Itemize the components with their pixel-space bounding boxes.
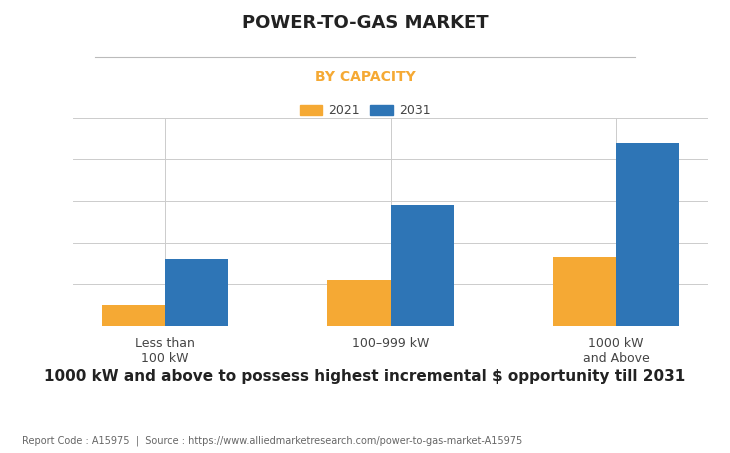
- Bar: [616, 143, 679, 326]
- Text: 1000 kW and above to possess highest incremental $ opportunity till 2031: 1000 kW and above to possess highest inc…: [45, 369, 685, 384]
- Text: Report Code : A15975  |  Source : https://www.alliedmarketresearch.com/power-to-: Report Code : A15975 | Source : https://…: [22, 436, 522, 446]
- Text: POWER-TO-GAS MARKET: POWER-TO-GAS MARKET: [242, 14, 488, 32]
- Legend: 2021, 2031: 2021, 2031: [295, 99, 435, 122]
- Bar: [102, 305, 165, 326]
- Bar: [553, 257, 616, 326]
- Text: BY CAPACITY: BY CAPACITY: [315, 70, 415, 84]
- Bar: [165, 260, 228, 326]
- Bar: [327, 280, 391, 326]
- Bar: [391, 205, 454, 326]
